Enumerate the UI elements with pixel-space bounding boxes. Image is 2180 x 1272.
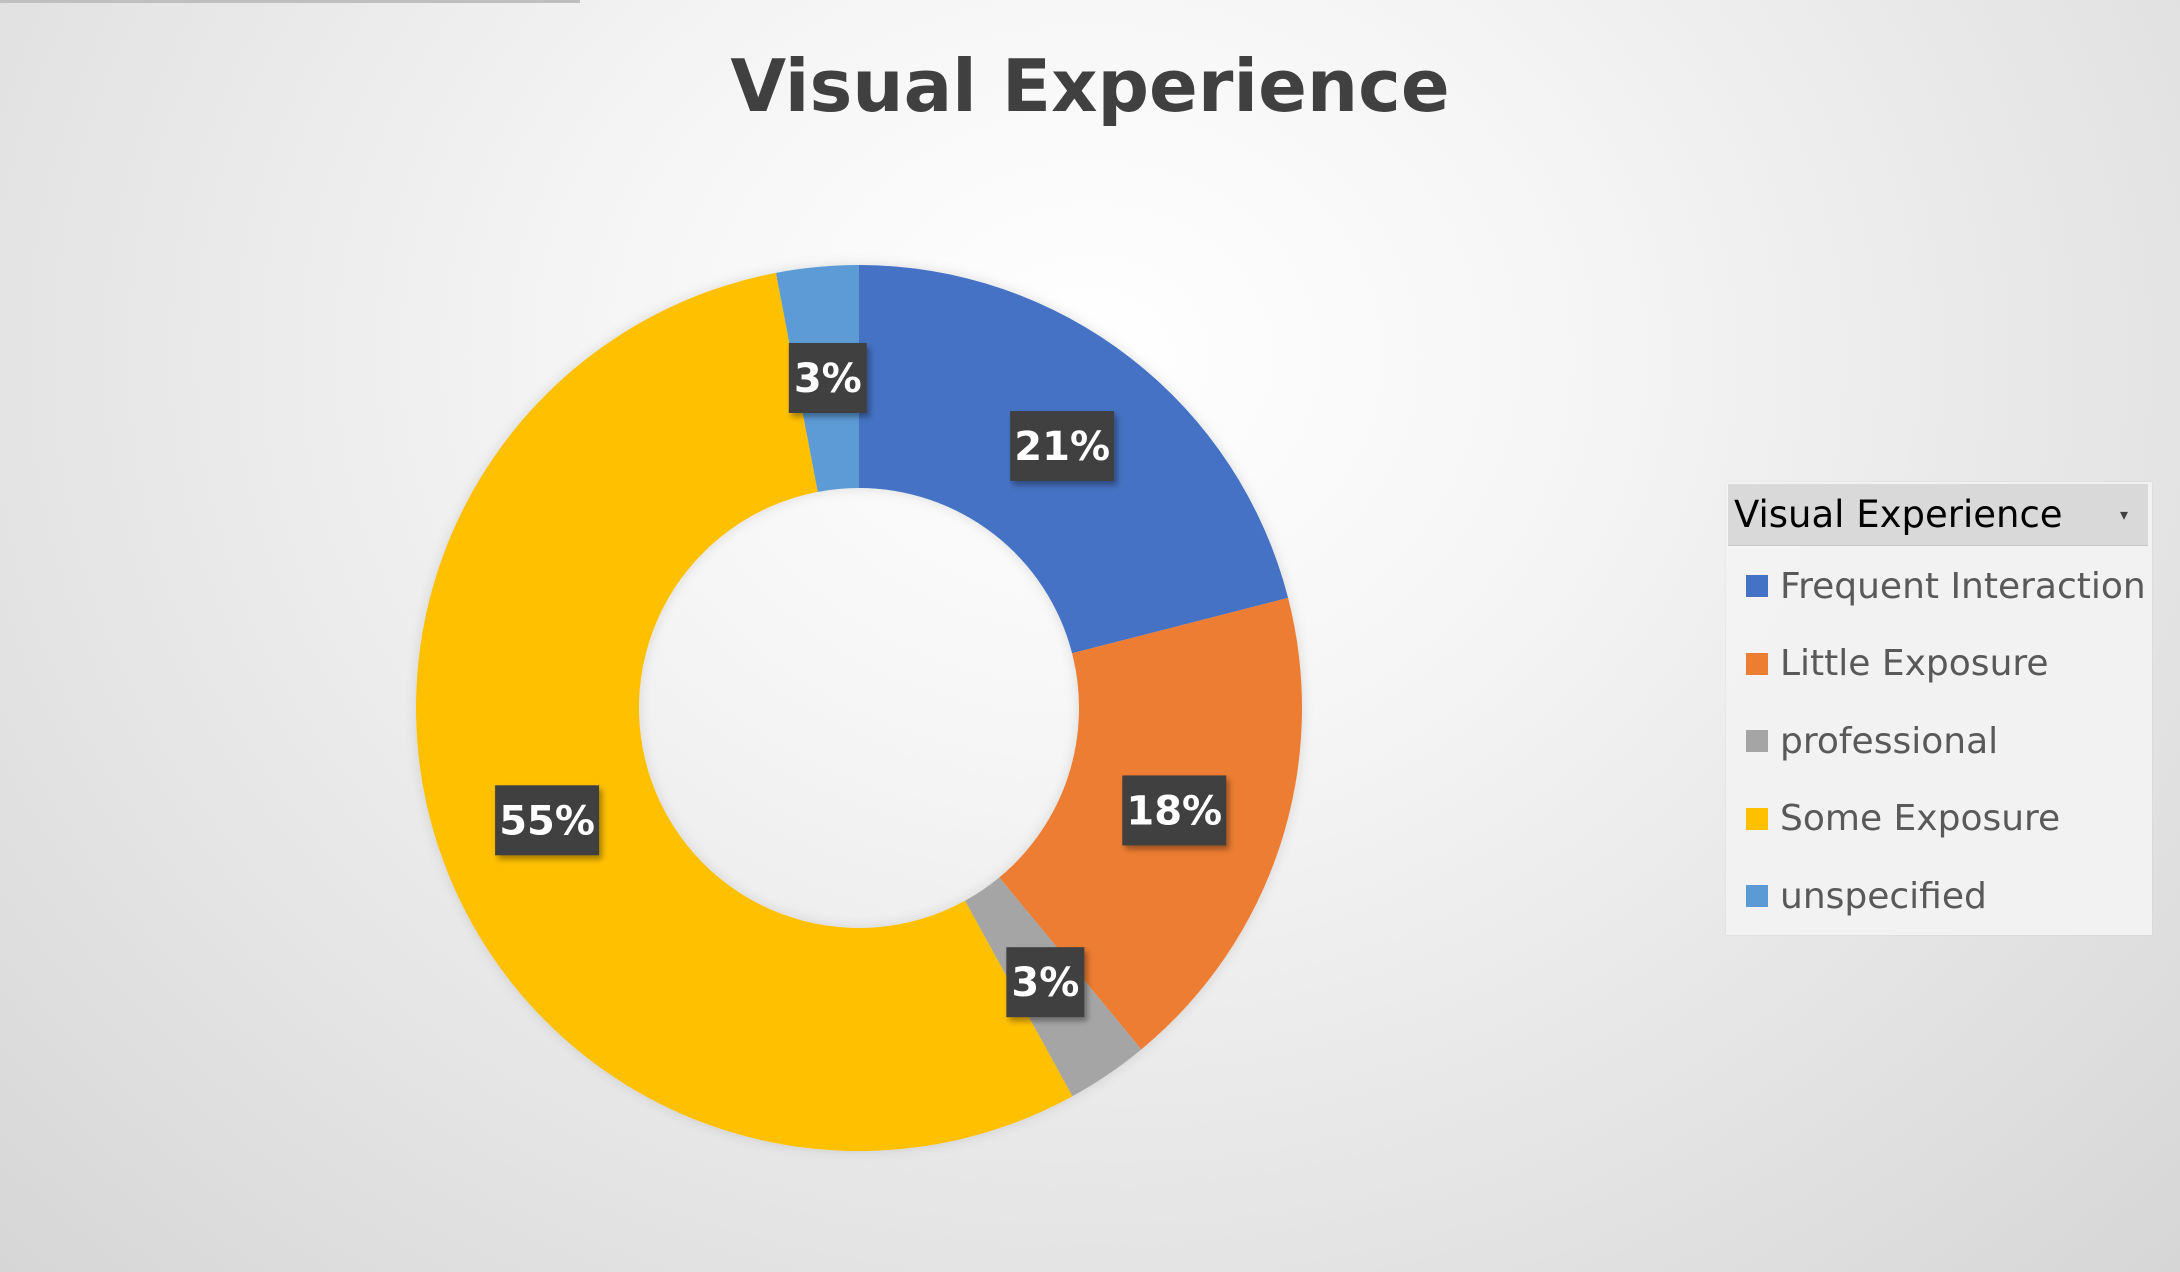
svg-text:3%: 3% [1011, 960, 1079, 1006]
top-border-line [0, 0, 580, 3]
legend-label: Frequent Interaction [1780, 565, 2146, 607]
legend-item-some-exposure[interactable]: Some Exposure [1746, 789, 2060, 849]
donut-slice-some-exposure[interactable] [416, 272, 1073, 1151]
legend-swatch [1746, 652, 1768, 675]
legend-swatch [1746, 885, 1768, 907]
legend-swatch [1746, 730, 1768, 752]
data-label-professional: 3% [1006, 947, 1085, 1018]
legend-swatch [1746, 575, 1768, 597]
data-label-some-exposure: 55% [495, 785, 600, 856]
legend-label: Some Exposure [1780, 798, 2061, 839]
legend-label: professional [1780, 720, 1999, 762]
legend-item-frequent-interaction[interactable]: Frequent Interaction [1746, 556, 2146, 616]
data-label-unspecified: 3% [788, 342, 867, 413]
chart-title: Visual Experience [730, 44, 1450, 128]
svg-text:3%: 3% [794, 356, 862, 402]
data-label-little-exposure: 18% [1122, 775, 1227, 846]
svg-text:55%: 55% [499, 798, 595, 844]
legend-item-professional[interactable]: professional [1746, 711, 1998, 771]
data-label-frequent-interaction: 21% [1010, 411, 1115, 482]
legend-filter-dropdown[interactable]: Visual Experience ▾ [1728, 484, 2148, 546]
legend-swatch [1746, 807, 1768, 830]
legend-item-unspecified[interactable]: unspecified [1746, 866, 1987, 926]
legend-title: Visual Experience [1734, 493, 2063, 536]
svg-text:21%: 21% [1014, 424, 1110, 470]
dropdown-arrow-icon: ▾ [2119, 505, 2128, 524]
legend-label: unspecified [1780, 875, 1987, 917]
svg-text:18%: 18% [1126, 788, 1222, 834]
legend-label: Little Exposure [1780, 643, 2049, 684]
chart-legend: Visual Experience ▾ Frequent Interaction… [1726, 482, 2152, 935]
legend-item-little-exposure[interactable]: Little Exposure [1746, 634, 2049, 694]
